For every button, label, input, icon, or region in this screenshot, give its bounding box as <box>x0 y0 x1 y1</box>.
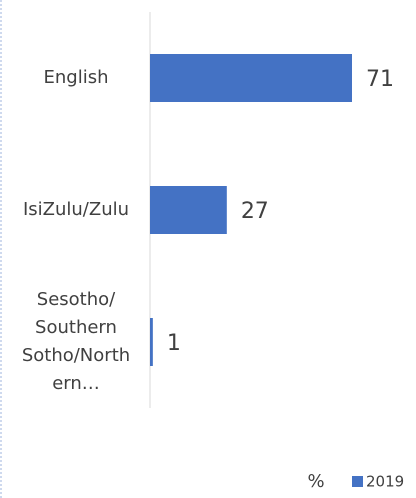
category-text: English <box>43 67 109 88</box>
category-label: IsiZulu/Zulu <box>20 144 132 276</box>
legend-label: 2019 <box>366 473 404 491</box>
x-axis-label: % <box>307 471 324 492</box>
category-text: IsiZulu/Zulu <box>22 199 130 220</box>
bar <box>150 54 352 102</box>
value-label: 1 <box>167 331 181 356</box>
legend-swatch <box>352 476 363 487</box>
bar <box>150 318 153 366</box>
category-label: English <box>20 12 132 144</box>
category-label: Sesotho/ Southern Sotho/Northern… <box>20 276 132 408</box>
value-label: 27 <box>241 199 269 224</box>
bar <box>150 186 227 234</box>
category-text: Sesotho/ Southern Sotho/Northern… <box>21 289 131 394</box>
value-label: 71 <box>366 67 394 92</box>
